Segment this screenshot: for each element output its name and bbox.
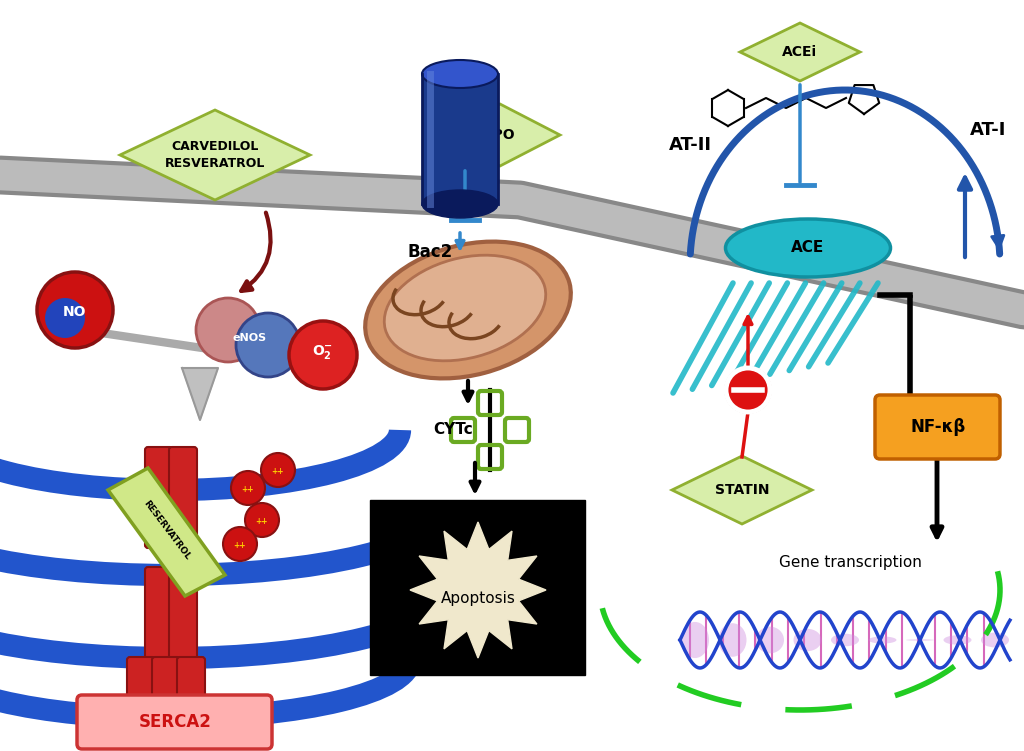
FancyBboxPatch shape (169, 447, 197, 548)
Ellipse shape (681, 622, 709, 658)
FancyBboxPatch shape (422, 74, 498, 204)
Ellipse shape (868, 636, 896, 644)
FancyBboxPatch shape (177, 657, 205, 733)
Text: Apoptosis: Apoptosis (440, 590, 515, 605)
Text: ++: ++ (271, 466, 285, 475)
Ellipse shape (719, 623, 746, 657)
Text: AT-I: AT-I (970, 121, 1007, 139)
Ellipse shape (422, 60, 498, 88)
Text: ++: ++ (242, 484, 254, 493)
FancyBboxPatch shape (145, 447, 173, 548)
Text: RESERVATROL: RESERVATROL (141, 499, 193, 561)
Text: NF-κβ: NF-κβ (910, 418, 966, 436)
Ellipse shape (384, 255, 546, 360)
Text: ++: ++ (256, 517, 268, 526)
Ellipse shape (906, 639, 934, 641)
Text: CARVEDILOL
RESVERATROL: CARVEDILOL RESVERATROL (165, 140, 265, 170)
Polygon shape (410, 522, 546, 658)
Polygon shape (740, 23, 860, 81)
Polygon shape (182, 368, 218, 420)
Ellipse shape (422, 190, 498, 218)
Ellipse shape (756, 626, 784, 653)
Text: ++: ++ (233, 541, 246, 550)
Ellipse shape (794, 629, 821, 651)
Polygon shape (108, 468, 225, 596)
FancyBboxPatch shape (874, 395, 1000, 459)
Ellipse shape (366, 242, 570, 379)
Circle shape (231, 471, 265, 505)
Text: ACEi: ACEi (782, 45, 817, 59)
Circle shape (196, 298, 260, 362)
FancyBboxPatch shape (77, 695, 272, 749)
Circle shape (726, 368, 770, 412)
Text: Bac2: Bac2 (408, 243, 453, 261)
Text: EPO: EPO (484, 128, 516, 142)
Polygon shape (120, 110, 310, 200)
FancyBboxPatch shape (145, 567, 173, 663)
Circle shape (261, 453, 295, 487)
Text: $\mathbf{O_2^{\boldsymbol{-}}}$: $\mathbf{O_2^{\boldsymbol{-}}}$ (312, 343, 334, 361)
Text: STATIN: STATIN (715, 483, 769, 497)
FancyBboxPatch shape (169, 567, 197, 663)
Circle shape (37, 272, 113, 348)
Circle shape (236, 313, 300, 377)
Text: eNOS: eNOS (232, 333, 267, 343)
Text: NO: NO (63, 305, 87, 319)
Ellipse shape (943, 635, 972, 644)
Polygon shape (672, 456, 812, 524)
Bar (370, 500, 585, 675)
FancyBboxPatch shape (127, 657, 155, 733)
Text: ACE: ACE (792, 240, 824, 255)
Circle shape (289, 321, 357, 389)
Text: Gene transcription: Gene transcription (778, 554, 922, 569)
Circle shape (245, 503, 279, 537)
Text: CYTc: CYTc (433, 423, 473, 438)
Text: AT-II: AT-II (669, 136, 712, 154)
Text: SERCA2: SERCA2 (138, 713, 211, 731)
Ellipse shape (725, 219, 891, 277)
Polygon shape (440, 104, 560, 166)
Ellipse shape (981, 632, 1009, 647)
Circle shape (223, 527, 257, 561)
Circle shape (45, 298, 85, 338)
FancyBboxPatch shape (152, 657, 180, 733)
Ellipse shape (831, 634, 859, 647)
